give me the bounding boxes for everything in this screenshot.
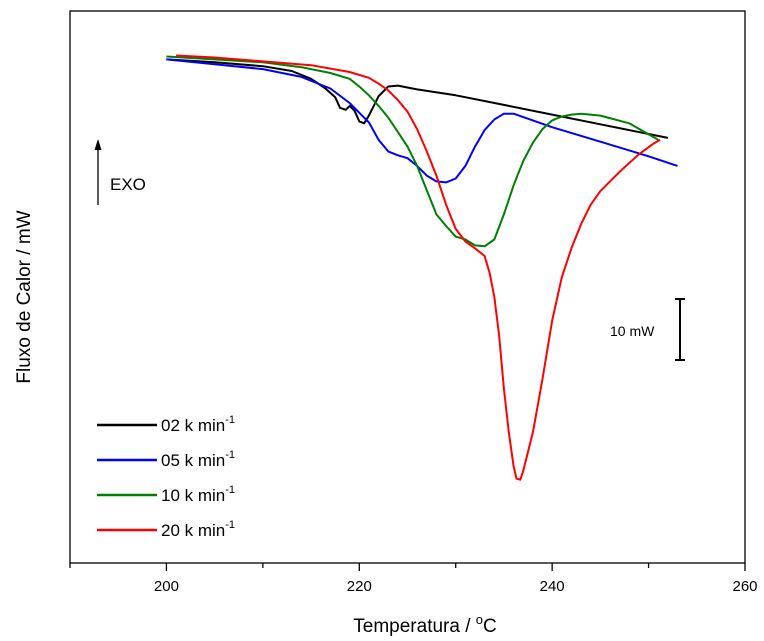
legend-label: 10 k min-1 (161, 484, 235, 505)
exo-arrow-head-icon (94, 139, 102, 150)
x-tick-label: 220 (347, 578, 372, 595)
x-axis-label-tail: C (483, 616, 497, 637)
x-axis-ticks: 200 220 240 260 (69, 563, 758, 595)
scale-bar-label: 10 mW (610, 323, 655, 339)
series-line-3 (166, 55, 659, 248)
exo-annotation: EXO (94, 139, 146, 205)
legend-label: 02 k min-1 (161, 414, 235, 435)
exo-label: EXO (110, 175, 146, 194)
plot-frame (69, 10, 746, 564)
x-tick-label: 260 (732, 578, 757, 595)
x-axis-label-sup: o (476, 612, 483, 627)
legend: 02 k min-1 05 k min-1 10 k min-1 20 k min-1 (97, 414, 235, 540)
legend-label: 05 k min-1 (161, 449, 235, 470)
x-tick-label: 240 (540, 578, 565, 595)
x-tick-label: 200 (154, 578, 179, 595)
series-line-1 (166, 58, 669, 139)
series-line-4 (176, 54, 661, 481)
series-line-2 (166, 58, 678, 184)
x-axis-label: Temperatura / oC (353, 612, 496, 637)
y-axis-label: Fluxo de Calor / mW (14, 210, 35, 383)
x-axis-label-main: Temperatura / (353, 616, 476, 637)
legend-label: 20 k min-1 (161, 519, 235, 540)
scale-bar: 10 mW (610, 298, 685, 361)
series-layer (166, 54, 678, 481)
